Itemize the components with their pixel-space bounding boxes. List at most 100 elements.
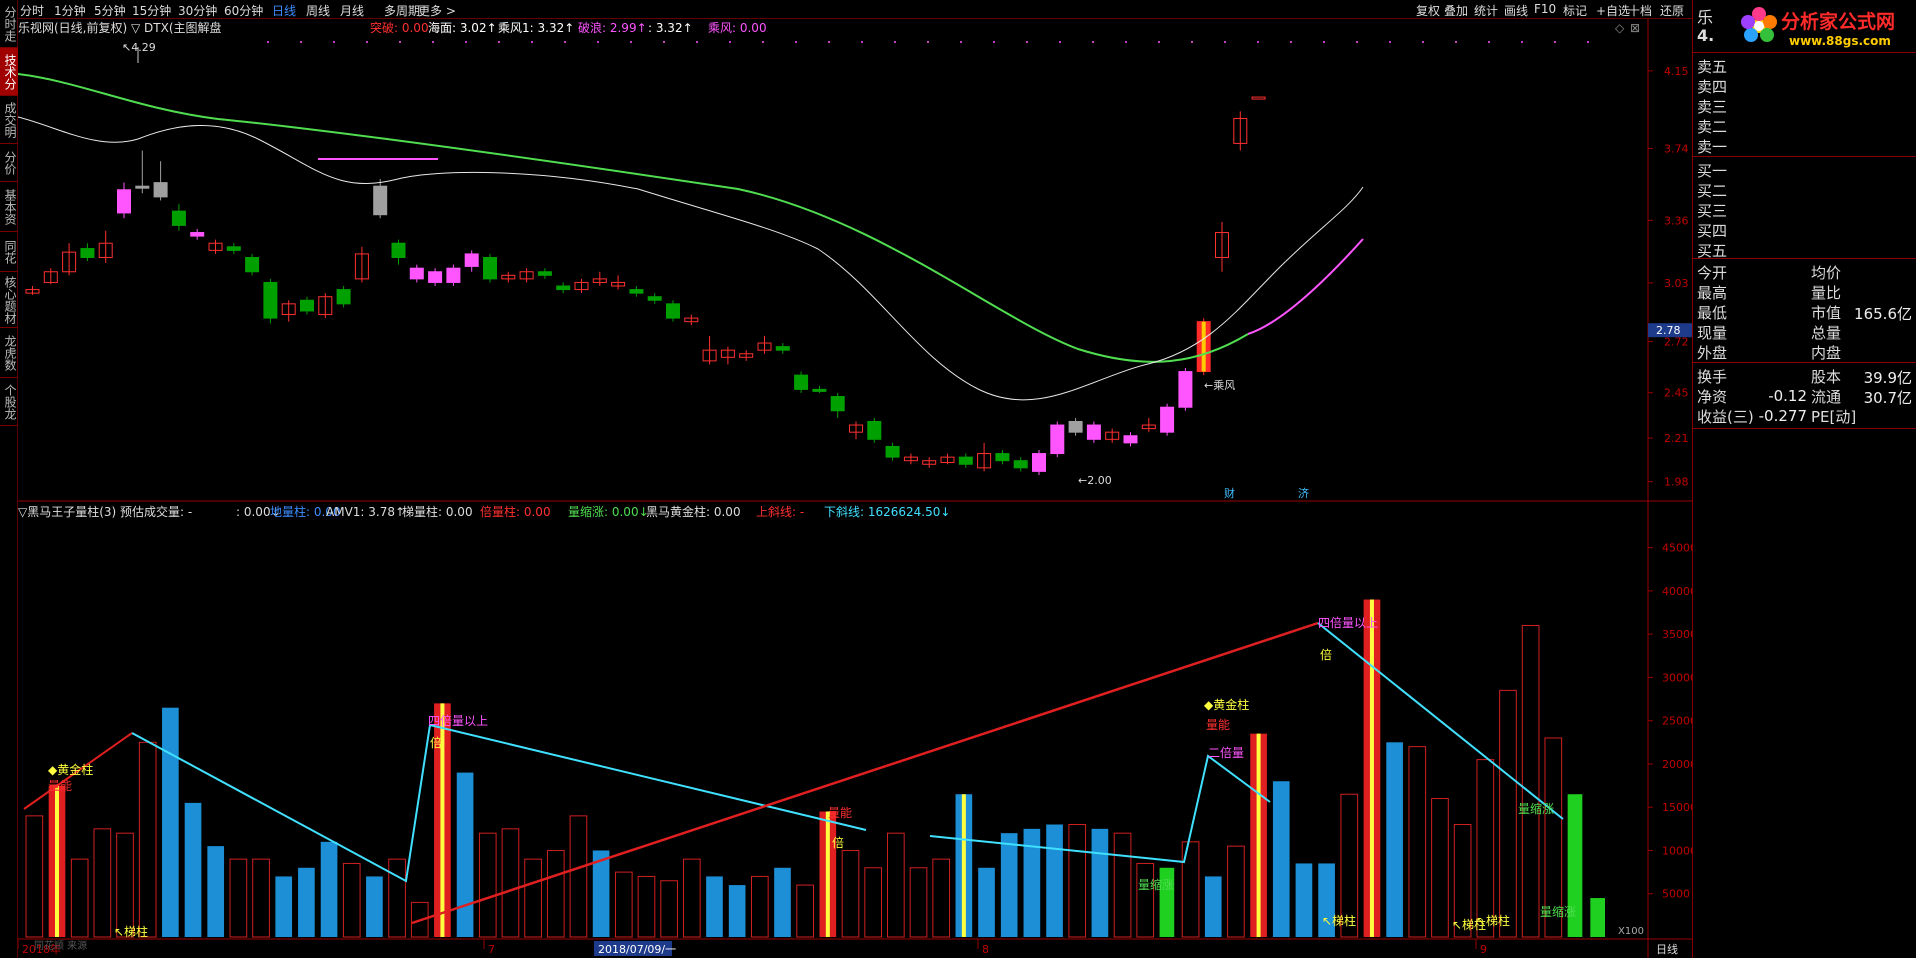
left-tab-5[interactable]: 基本资料 bbox=[0, 182, 18, 232]
candle-body bbox=[98, 242, 113, 258]
left-tab-4[interactable]: 分价表 bbox=[0, 144, 18, 182]
candle-body bbox=[940, 456, 955, 463]
toolbar-button-1[interactable]: 复权 bbox=[1416, 4, 1441, 18]
stat-label-right: 股本 bbox=[1811, 368, 1842, 386]
volume-bar bbox=[1136, 862, 1155, 938]
volume-annotation: 倍 bbox=[832, 835, 844, 850]
toolbar-button-4[interactable]: 画线 bbox=[1504, 4, 1529, 18]
candle-body bbox=[812, 388, 827, 392]
period-tab-5[interactable]: 30分钟 bbox=[178, 4, 218, 18]
kline-chart[interactable]: 乐视网(日线,前复权) ▽ DTX(主图解盘 突破: 0.00 海面: 3.02↑ 乘… bbox=[18, 19, 1692, 958]
stock-price-short: 4. bbox=[1697, 26, 1715, 45]
toolbar-button-6[interactable]: 标记 bbox=[1563, 4, 1588, 18]
toolbar-button-5[interactable]: F10 bbox=[1534, 2, 1557, 16]
volume-annotation: 量缩涨 bbox=[1518, 801, 1554, 816]
period-tab-7[interactable]: 日线 bbox=[272, 4, 297, 18]
candle-body bbox=[1251, 96, 1266, 100]
period-tab-3[interactable]: 5分钟 bbox=[94, 4, 126, 18]
stat-label-right: 量比 bbox=[1811, 284, 1842, 302]
toolbar-button-9[interactable]: 还原 bbox=[1660, 4, 1685, 18]
stat-value-left: -0.277 bbox=[1758, 407, 1807, 425]
volume-annotation: ↖梯柱 bbox=[1452, 917, 1486, 932]
volume-bar bbox=[1272, 781, 1290, 937]
period-tab-4[interactable]: 15分钟 bbox=[132, 4, 172, 18]
left-tab-2[interactable]: 技术分析 bbox=[0, 48, 18, 96]
left-tab-6[interactable]: 同花10 bbox=[0, 232, 18, 272]
volume-bar bbox=[546, 849, 565, 938]
volume-bar bbox=[501, 828, 520, 938]
close-icon[interactable]: ⊠ bbox=[1630, 21, 1640, 35]
candle-body bbox=[885, 445, 900, 458]
volume-indicator-3: 地量柱: 0.00 bbox=[270, 504, 341, 519]
volume-bar bbox=[1499, 689, 1517, 938]
left-tab-7[interactable]: 核心题材 bbox=[0, 272, 18, 328]
volume-annotation: ↖梯柱 bbox=[114, 924, 148, 939]
stat-label-left: 现量 bbox=[1697, 324, 1728, 342]
volume-bar bbox=[1521, 624, 1540, 938]
stat-label-right: 内盘 bbox=[1811, 344, 1842, 362]
left-tab-9[interactable]: 个股龙虎 bbox=[0, 378, 18, 426]
volume-bar bbox=[1567, 794, 1583, 937]
volume-bar bbox=[25, 815, 44, 938]
indicator-value-5: : 3.32↑ bbox=[648, 21, 693, 35]
period-tab-1[interactable]: 分时 bbox=[20, 4, 45, 18]
candle-body bbox=[720, 349, 735, 358]
left-tab-8[interactable]: 龙虎数据 bbox=[0, 328, 18, 378]
high-price-label: ↖4.29 bbox=[122, 41, 156, 54]
period-tab-8[interactable]: 周线 bbox=[306, 4, 331, 18]
ji-label: 济 bbox=[1298, 486, 1309, 500]
volume-trendlines bbox=[23, 621, 1564, 925]
volume-bar bbox=[298, 867, 315, 937]
candle-body bbox=[428, 271, 443, 283]
volume-bar bbox=[864, 867, 883, 938]
candle-body bbox=[226, 246, 241, 251]
ma-green-line bbox=[18, 73, 1249, 363]
candle-body bbox=[702, 349, 717, 362]
period-tab-11[interactable]: 更多 > bbox=[418, 4, 456, 18]
candle-body bbox=[1013, 460, 1028, 469]
volume-indicator-6: 倍量柱: 0.00 bbox=[480, 504, 551, 519]
orderbook-row-7: 买二 bbox=[1697, 182, 1728, 200]
candle-body bbox=[117, 189, 131, 214]
volume-bar-core bbox=[1256, 733, 1261, 937]
toolbar-button-3[interactable]: 统计 bbox=[1474, 4, 1499, 18]
orderbook-row-5: 卖一 bbox=[1697, 138, 1728, 156]
period-tab-9[interactable]: 月线 bbox=[340, 4, 365, 18]
period-label[interactable]: 日线 bbox=[1656, 942, 1678, 956]
stat-label-right: 市值 bbox=[1811, 304, 1842, 322]
price-tick-label: 2.21 bbox=[1664, 432, 1689, 445]
candle-body bbox=[80, 248, 95, 258]
period-tab-6[interactable]: 60分钟 bbox=[224, 4, 264, 18]
candle-body bbox=[574, 281, 589, 291]
candle-body bbox=[336, 289, 351, 305]
candle-body bbox=[153, 182, 168, 198]
volume-indicator-9: 上斜线: - bbox=[756, 505, 804, 519]
volume-bar bbox=[796, 884, 814, 938]
volume-bar-core bbox=[55, 785, 60, 937]
toolbar-button-7[interactable]: +自选 bbox=[1596, 4, 1631, 18]
volume-annotation: ◆黄金柱 bbox=[1204, 697, 1249, 712]
volume-bar bbox=[660, 880, 678, 938]
indicator-value-1: 突破: 0.00 bbox=[370, 20, 429, 35]
time-cursor-label: 2018/07/09/一 bbox=[598, 943, 676, 956]
watermark-logo: 分析家公式网 www.88gs.com bbox=[1737, 2, 1915, 50]
period-tab-2[interactable]: 1分钟 bbox=[54, 4, 86, 18]
left-tab-1[interactable]: 分时走势 bbox=[0, 0, 18, 48]
volume-bar bbox=[1204, 876, 1222, 937]
period-tab-10[interactable]: 多周期 bbox=[384, 4, 421, 18]
volume-indicator-8: 黑马黄金柱: 0.00 bbox=[646, 504, 741, 519]
volume-annotation: 倍 bbox=[430, 735, 442, 750]
toolbar-button-8[interactable]: 十档 bbox=[1628, 4, 1653, 18]
orderbook-row-8: 买三 bbox=[1697, 202, 1728, 220]
volume-bar-core bbox=[961, 794, 966, 937]
candle-body bbox=[977, 453, 992, 469]
svg-text:www.88gs.com: www.88gs.com bbox=[1789, 34, 1891, 48]
candle-body bbox=[501, 274, 516, 280]
orderbook-row-6: 买一 bbox=[1697, 162, 1728, 180]
left-tab-3[interactable]: 成交明细 bbox=[0, 96, 18, 144]
volume-bar bbox=[275, 876, 293, 937]
volume-bar bbox=[93, 828, 112, 938]
toolbar-button-2[interactable]: 叠加 bbox=[1444, 4, 1469, 18]
diamond-icon[interactable]: ◇ bbox=[1615, 21, 1625, 35]
stat-label-left: 今开 bbox=[1697, 264, 1728, 282]
